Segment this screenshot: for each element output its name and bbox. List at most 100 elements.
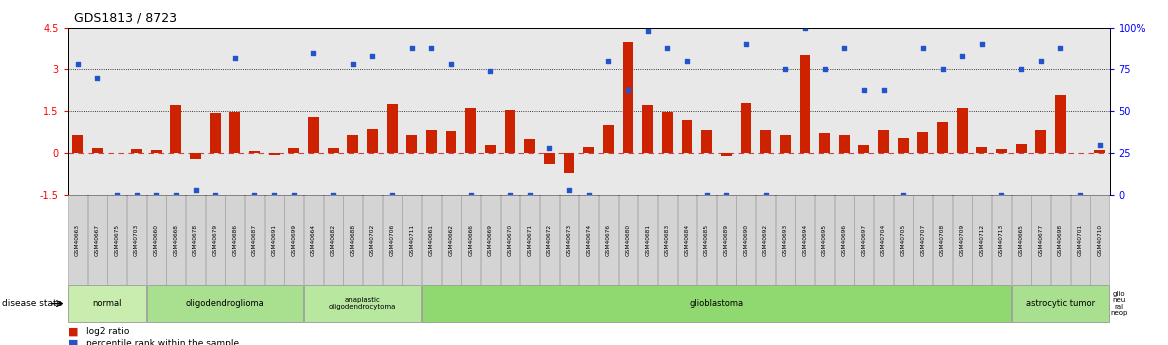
- Text: GSM40690: GSM40690: [744, 224, 749, 256]
- Point: [992, 192, 1010, 198]
- Text: GSM40695: GSM40695: [822, 224, 827, 256]
- Bar: [92, 148, 103, 153]
- Bar: [288, 148, 299, 153]
- Bar: [741, 104, 751, 153]
- Bar: [249, 151, 260, 153]
- Bar: [229, 112, 241, 153]
- Point: [147, 192, 166, 198]
- FancyBboxPatch shape: [717, 195, 736, 285]
- FancyBboxPatch shape: [658, 195, 676, 285]
- Point: [304, 50, 322, 56]
- Bar: [682, 120, 693, 153]
- FancyBboxPatch shape: [677, 195, 696, 285]
- Text: oligodendroglioma: oligodendroglioma: [186, 299, 264, 308]
- Text: GSM40689: GSM40689: [724, 224, 729, 256]
- Point: [225, 55, 244, 60]
- Bar: [976, 147, 987, 153]
- FancyBboxPatch shape: [933, 195, 952, 285]
- Text: anaplastic
oligodendrocytoma: anaplastic oligodendrocytoma: [329, 297, 396, 310]
- Bar: [839, 135, 849, 153]
- Text: GSM40670: GSM40670: [508, 224, 513, 256]
- Point: [1051, 45, 1070, 50]
- FancyBboxPatch shape: [1071, 195, 1090, 285]
- Bar: [917, 132, 929, 153]
- Text: GSM40712: GSM40712: [979, 224, 985, 256]
- Point: [343, 62, 362, 67]
- Text: percentile rank within the sample: percentile rank within the sample: [86, 339, 239, 345]
- Bar: [878, 130, 889, 153]
- Text: GSM40672: GSM40672: [547, 224, 551, 256]
- FancyBboxPatch shape: [68, 195, 86, 285]
- Point: [579, 192, 598, 198]
- Text: GSM40704: GSM40704: [881, 224, 887, 256]
- Bar: [367, 129, 377, 153]
- Text: GSM40667: GSM40667: [95, 224, 99, 256]
- Point: [638, 28, 656, 34]
- FancyBboxPatch shape: [442, 195, 460, 285]
- Point: [756, 192, 774, 198]
- Text: glio
neu
ral
neop: glio neu ral neop: [1111, 291, 1128, 316]
- Point: [461, 192, 480, 198]
- Bar: [564, 153, 575, 172]
- Text: GSM40685: GSM40685: [704, 224, 709, 256]
- Bar: [1055, 95, 1066, 153]
- Point: [422, 45, 440, 50]
- Text: GSM40708: GSM40708: [940, 224, 945, 256]
- Text: GSM40701: GSM40701: [1078, 224, 1083, 256]
- Text: GSM40682: GSM40682: [331, 224, 335, 256]
- Text: GSM40669: GSM40669: [488, 224, 493, 256]
- Point: [1091, 142, 1110, 148]
- Point: [855, 87, 874, 92]
- FancyBboxPatch shape: [874, 195, 894, 285]
- Point: [1011, 67, 1030, 72]
- Text: GSM40699: GSM40699: [291, 224, 297, 256]
- FancyBboxPatch shape: [855, 195, 874, 285]
- Bar: [780, 135, 791, 153]
- Text: GSM40702: GSM40702: [370, 224, 375, 256]
- Text: GSM40694: GSM40694: [802, 224, 807, 256]
- Point: [933, 67, 952, 72]
- Bar: [171, 105, 181, 153]
- Text: GSM40710: GSM40710: [1097, 224, 1103, 256]
- Point: [107, 192, 126, 198]
- Text: GSM40703: GSM40703: [134, 224, 139, 256]
- Bar: [131, 149, 142, 153]
- Text: GSM40666: GSM40666: [468, 224, 473, 256]
- Bar: [898, 138, 909, 153]
- Text: GSM40707: GSM40707: [920, 224, 925, 256]
- Text: log2 ratio: log2 ratio: [86, 327, 130, 336]
- FancyBboxPatch shape: [1110, 285, 1128, 322]
- Text: astrocytic tumor: astrocytic tumor: [1026, 299, 1096, 308]
- Point: [599, 58, 618, 64]
- FancyBboxPatch shape: [422, 285, 1011, 322]
- FancyBboxPatch shape: [324, 195, 342, 285]
- FancyBboxPatch shape: [206, 195, 224, 285]
- Text: GSM40679: GSM40679: [213, 224, 217, 256]
- FancyBboxPatch shape: [304, 195, 322, 285]
- FancyBboxPatch shape: [245, 195, 264, 285]
- Point: [677, 58, 696, 64]
- Text: GSM40705: GSM40705: [901, 224, 905, 256]
- Point: [68, 62, 86, 67]
- Text: GSM40686: GSM40686: [232, 224, 237, 256]
- Bar: [328, 148, 339, 153]
- Bar: [426, 130, 437, 153]
- Point: [324, 192, 342, 198]
- Bar: [800, 55, 811, 153]
- FancyBboxPatch shape: [737, 195, 756, 285]
- Bar: [190, 153, 201, 159]
- FancyBboxPatch shape: [284, 195, 304, 285]
- Text: GSM40697: GSM40697: [861, 224, 867, 256]
- Bar: [347, 135, 359, 153]
- Text: GSM40709: GSM40709: [960, 224, 965, 256]
- Point: [363, 53, 382, 59]
- Bar: [269, 153, 279, 155]
- FancyBboxPatch shape: [127, 195, 146, 285]
- Point: [835, 45, 854, 50]
- FancyBboxPatch shape: [894, 195, 912, 285]
- Point: [88, 75, 106, 81]
- FancyBboxPatch shape: [953, 195, 972, 285]
- Text: GSM40677: GSM40677: [1038, 224, 1043, 256]
- Point: [973, 41, 992, 47]
- Text: GSM40683: GSM40683: [665, 224, 669, 256]
